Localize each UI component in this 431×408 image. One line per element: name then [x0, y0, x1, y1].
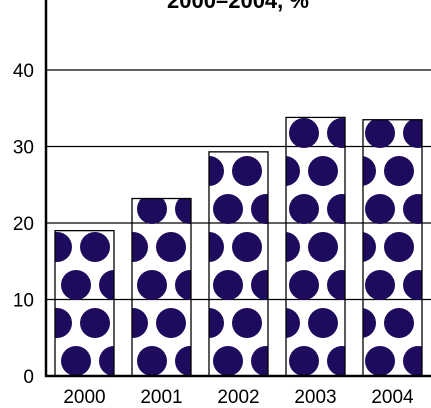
x-tick-labels: 2000 2001 2002 2003 2004 [63, 387, 414, 408]
y-tick-label-30: 30 [13, 138, 34, 159]
x-tick-label-2000: 2000 [63, 387, 105, 408]
x-tick-label-2003: 2003 [294, 387, 336, 408]
bar-2000 [54, 229, 115, 377]
bar-2002 [208, 151, 269, 377]
bar-2004 [362, 119, 423, 377]
y-tick-label-40: 40 [13, 61, 34, 82]
x-tick-label-2001: 2001 [140, 387, 182, 408]
x-tick-label-2002: 2002 [217, 387, 259, 408]
bars [54, 116, 423, 377]
y-tick-labels: 0 10 20 30 40 [13, 61, 34, 388]
axes [44, 0, 431, 378]
y-tick-label-0: 0 [23, 367, 34, 388]
y-tick-label-20: 20 [13, 214, 34, 235]
chart-title: 2000–2004, % [167, 0, 309, 13]
bar-2001 [131, 197, 192, 377]
y-tick-label-10: 10 [13, 291, 34, 312]
x-tick-label-2004: 2004 [371, 387, 414, 408]
bar-2003 [285, 116, 346, 377]
